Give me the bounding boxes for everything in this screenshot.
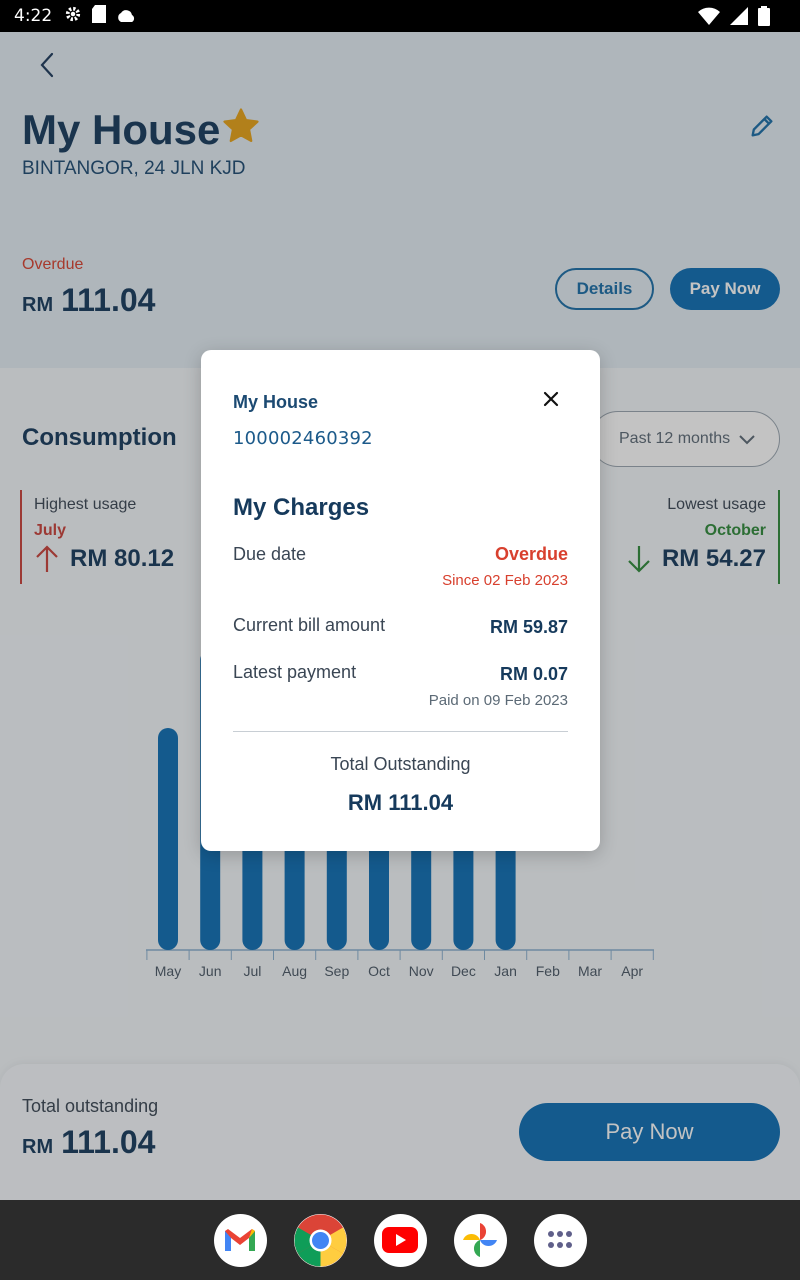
app-dock [0,1200,800,1280]
battery-icon [758,6,770,31]
gmail-icon[interactable] [213,1213,267,1267]
arrow-up-icon [36,545,58,572]
latest-payment-value: RM 0.07 [499,664,568,684]
chart-tick-label: Oct [368,963,390,979]
photos-icon[interactable] [453,1213,507,1267]
close-icon [543,391,559,407]
charges-dialog: My House 100002460392 My Charges Due dat… [201,350,600,851]
apps-icon[interactable] [533,1213,587,1267]
signal-icon [730,7,748,30]
dialog-account-name: My House [233,392,319,412]
chart-tick-label: Dec [451,963,476,979]
amount-value: 111.04 [61,282,156,318]
period-dropdown[interactable]: Past 12 months [590,411,780,467]
chart-tick-label: Mar [578,963,602,979]
latest-payment-label: Latest payment [233,662,357,682]
current-bill-value: RM 59.87 [489,617,568,637]
highest-usage-month: July [34,522,67,539]
page-title: My House [22,106,221,153]
paid-on: Paid on 09 Feb 2023 [428,692,568,709]
due-status: Overdue [494,544,568,564]
lowest-usage-label: Lowest usage [667,496,766,513]
chart-tick-label: Aug [282,963,307,979]
total-outstanding-value: RM 111.04 [347,790,454,815]
bottom-bar: Total outstanding RM 111.04 Pay Now [0,1064,800,1200]
chart-bar-may[interactable] [158,728,178,950]
dialog-charges-title: My Charges [233,494,370,521]
highest-usage-label: Highest usage [34,496,137,513]
details-button[interactable]: Details [555,268,654,310]
current-bill-label: Current bill amount [233,615,386,635]
lowest-usage-amount: RM 54.27 [626,544,766,574]
dialog-account-number: 100002460392 [233,428,373,449]
chart-tick-label: Sep [324,963,349,979]
account-header: My House BINTANGOR, 24 JLN KJD Overdue R… [0,32,800,368]
total-outstanding-amount: RM 111.04 [22,1124,155,1161]
favorite-star-icon[interactable] [222,108,260,149]
wifi-icon [698,7,720,30]
pencil-icon [751,115,773,137]
due-date-label: Due date [233,544,307,564]
settings-icon [64,5,82,28]
lowest-usage-value: RM 54.27 [661,545,766,572]
currency-label: RM [22,1136,54,1158]
currency-label: RM [22,294,54,316]
chart-tick-label: Nov [409,963,434,979]
account-address: BINTANGOR, 24 JLN KJD [22,158,246,179]
total-outstanding-label: Total outstanding [22,1096,159,1116]
chevron-left-icon [40,52,54,78]
consumption-title: Consumption [22,424,177,451]
lowest-usage: Lowest usage October RM 54.27 [626,490,780,584]
pay-now-button[interactable]: Pay Now [670,268,780,310]
lowest-usage-month: October [704,522,766,539]
chevron-down-icon [739,432,755,450]
highest-usage-value: RM 80.12 [70,545,175,572]
back-button[interactable] [36,50,60,80]
highest-usage-amount: RM 80.12 [34,544,174,574]
close-button[interactable] [542,390,560,408]
cloud-icon [116,6,136,27]
overdue-status: Overdue [22,256,84,273]
chart-tick-label: Jun [199,963,222,979]
amount-value: 111.04 [61,1124,156,1160]
period-value: Past 12 months [619,430,731,447]
youtube-icon[interactable] [373,1213,427,1267]
status-time: 4:22 [14,6,53,26]
outstanding-amount: RM 111.04 [22,282,155,319]
chart-tick-label: Jul [243,963,261,979]
highest-usage: Highest usage July RM 80.12 [20,490,174,584]
edit-button[interactable] [748,112,776,145]
chart-tick-label: May [155,963,181,979]
pay-now-bottom-button[interactable]: Pay Now [519,1103,780,1161]
due-since: Since 02 Feb 2023 [442,572,568,589]
status-bar: 4:22 [0,0,800,32]
chrome-icon[interactable] [293,1213,347,1267]
total-outstanding-label: Total Outstanding [330,754,471,774]
sd-card-icon [92,4,107,28]
arrow-down-icon [628,546,650,573]
divider [233,731,568,732]
chart-tick-label: Apr [621,963,643,979]
chart-tick-label: Feb [536,963,560,979]
chart-tick-label: Jan [494,963,517,979]
